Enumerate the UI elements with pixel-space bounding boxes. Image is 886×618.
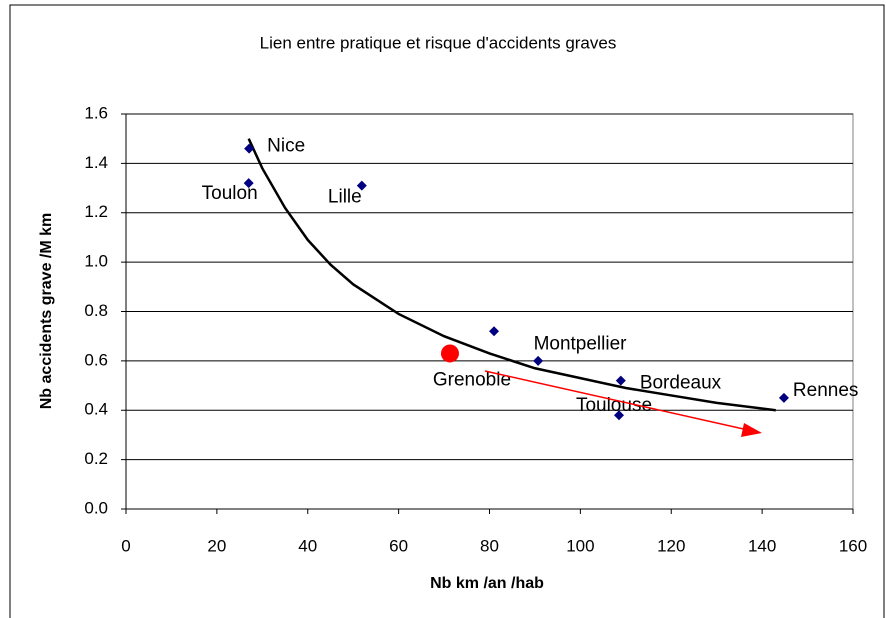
y-tick-label: 0.6 bbox=[84, 350, 108, 369]
y-tick-label: 0.8 bbox=[84, 301, 108, 320]
y-tick-label: 1.6 bbox=[84, 103, 108, 122]
point bbox=[356, 180, 367, 191]
x-axis-label: Nb km /an /hab bbox=[430, 575, 544, 592]
point-label: Toulon bbox=[202, 183, 258, 204]
y-tick-label: 0.4 bbox=[84, 400, 108, 419]
arrow-head bbox=[741, 423, 762, 437]
x-tick-label: 20 bbox=[207, 536, 226, 555]
trend-line bbox=[247, 138, 776, 412]
y-tick-label: 1.4 bbox=[84, 153, 108, 172]
point bbox=[489, 326, 500, 337]
x-tick-label: 80 bbox=[480, 536, 499, 555]
x-tick-label: 140 bbox=[748, 536, 776, 555]
plot-area: 0.0 0.2 0.4 0.6 0.8 1.0 1.2 1.4 1.6 0 20 40 60 80 100 1… bbox=[84, 103, 867, 555]
y-tick-label: 1.2 bbox=[84, 202, 108, 221]
x-tick-label: 100 bbox=[566, 536, 594, 555]
y-tick-label: 0.0 bbox=[84, 498, 108, 517]
point-label: Bordeaux bbox=[640, 373, 722, 394]
highlight-point bbox=[440, 344, 459, 363]
y-tick-label: 0.2 bbox=[84, 449, 108, 468]
point-label: Lille bbox=[328, 187, 362, 208]
trend-arrow bbox=[484, 370, 749, 431]
x-tick-label: 0 bbox=[121, 536, 130, 555]
point-label: Rennes bbox=[793, 380, 859, 401]
point bbox=[533, 355, 544, 366]
y-tick-label: 1.0 bbox=[84, 252, 108, 271]
point-label: Nice bbox=[267, 136, 305, 157]
point bbox=[613, 410, 624, 421]
x-tick-label: 60 bbox=[389, 536, 408, 555]
chart-title: Lien entre pratique et risque d'accident… bbox=[260, 33, 617, 52]
x-tick-label: 160 bbox=[839, 536, 867, 555]
point bbox=[243, 178, 254, 189]
point-label: Montpellier bbox=[534, 333, 628, 354]
point bbox=[244, 143, 255, 154]
x-tick-label: 40 bbox=[298, 536, 317, 555]
point bbox=[778, 392, 789, 403]
point bbox=[615, 375, 626, 386]
highlight-label: Grenoble bbox=[433, 369, 511, 390]
y-axis-label: Nb accidents grave /M km bbox=[38, 213, 55, 410]
x-tick-label: 120 bbox=[657, 536, 685, 555]
point-label: Toulouse bbox=[576, 395, 652, 416]
